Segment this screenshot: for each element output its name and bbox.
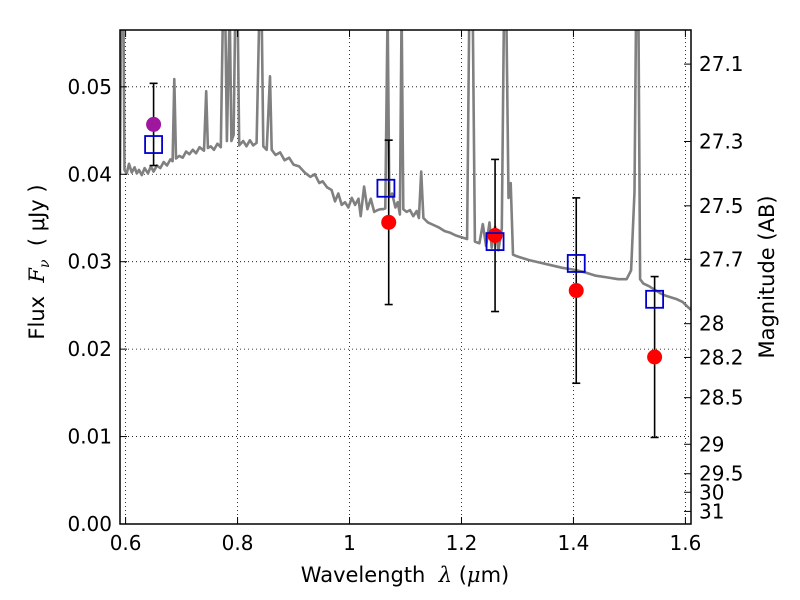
x-tick-label: 1.2 (446, 531, 478, 555)
y2-tick-label: 29.5 (699, 462, 744, 486)
x-tick-label: 1.4 (558, 531, 590, 555)
x-tick-label: 1 (343, 531, 356, 555)
y-tick-label: 0.03 (67, 250, 112, 274)
axis-ticks (120, 30, 691, 525)
y2-tick-label: 31 (699, 499, 724, 523)
model-flux-point (485, 232, 505, 251)
observed-flux-point (647, 349, 663, 365)
x-tick-label: 0.8 (222, 531, 254, 555)
tick-labels: 0.6 0.8 1 1.2 1.4 1.6 0.00 0.01 0.02 0.03 0.04 0.05… (67, 52, 743, 555)
spectrum-line (120, 30, 691, 311)
data-markers (144, 116, 665, 365)
model-flux-point (376, 178, 396, 198)
model-spectrum (120, 30, 691, 311)
y2-tick-label: 29 (699, 432, 724, 456)
model-flux-point (645, 289, 665, 309)
x-axis-label: Wavelength λ (μm) (301, 563, 509, 587)
y2-tick-label: 27.5 (699, 194, 744, 218)
y-tick-label: 0.05 (67, 75, 112, 99)
y-tick-label: 0.02 (67, 337, 112, 361)
y2-axis-label: Magnitude (AB) (755, 195, 779, 358)
y2-tick-label: 27.7 (699, 247, 744, 271)
x-tick-label: 1.6 (669, 531, 701, 555)
observed-flux-point (381, 214, 397, 230)
model-flux-point (566, 254, 586, 273)
y-tick-label: 0.04 (67, 162, 112, 186)
y2-tick-label: 27.3 (699, 129, 744, 153)
model-flux-point (144, 135, 163, 154)
observed-flux-point (146, 116, 162, 132)
y2-tick-label: 28.2 (699, 345, 744, 369)
y2-tick-label: 27.1 (699, 52, 744, 76)
y2-tick-label: 28.5 (699, 386, 744, 410)
y-tick-label: 0.00 (67, 512, 112, 536)
y2-tick-label: 28 (699, 312, 724, 336)
observed-flux-point (568, 283, 584, 299)
y-tick-label: 0.01 (67, 425, 112, 449)
plot-frame (119, 29, 692, 525)
observed-flux-point (487, 227, 503, 243)
y2-tick-label: 30 (699, 480, 724, 504)
y-axis-label: Flux Fν ( μJy ) (25, 184, 53, 339)
x-tick-label: 0.6 (110, 531, 142, 555)
